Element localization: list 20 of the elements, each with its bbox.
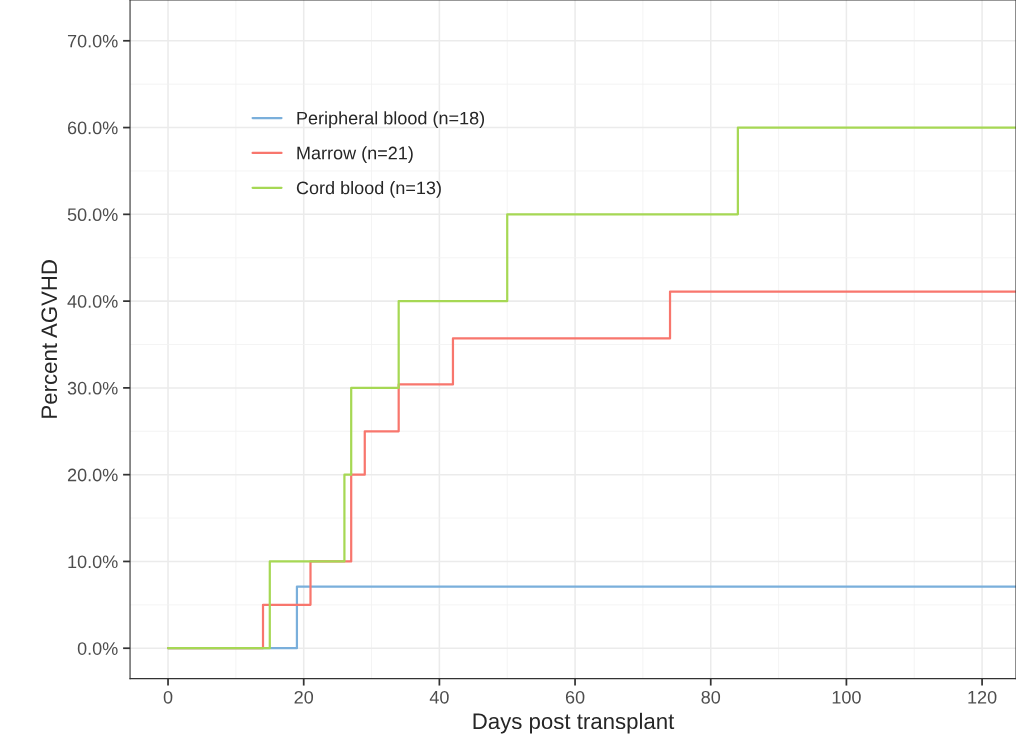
y-tick-label: 70.0% xyxy=(67,34,118,48)
y-tick-label: 50.0% xyxy=(67,208,118,222)
y-tick-label: 10.0% xyxy=(68,555,118,569)
x-axis-title: Days post transplant xyxy=(473,712,675,734)
legend-label: Cord blood (n=13) xyxy=(296,181,441,198)
x-tick-label: 80 xyxy=(701,690,721,704)
legend-label: Peripheral blood (n=18) xyxy=(297,111,485,129)
x-tick-label: 60 xyxy=(565,690,585,704)
x-tick-label: 120 xyxy=(968,690,997,704)
y-tick-label: 30.0% xyxy=(67,381,118,395)
y-tick-label: 40.0% xyxy=(67,295,118,308)
y-tick-label: 0.0% xyxy=(77,642,118,655)
y-tick-label: 60.0% xyxy=(67,121,118,135)
y-tick-label: 20.0% xyxy=(67,468,118,482)
x-tick-label: 20 xyxy=(294,690,314,704)
legend-label: Marrow (n=21) xyxy=(297,146,413,163)
x-tick-label: 0 xyxy=(163,690,173,704)
y-axis-title: Percent AGVHD xyxy=(41,260,58,418)
x-tick-label: 100 xyxy=(832,690,861,704)
x-tick-label: 40 xyxy=(429,690,449,704)
